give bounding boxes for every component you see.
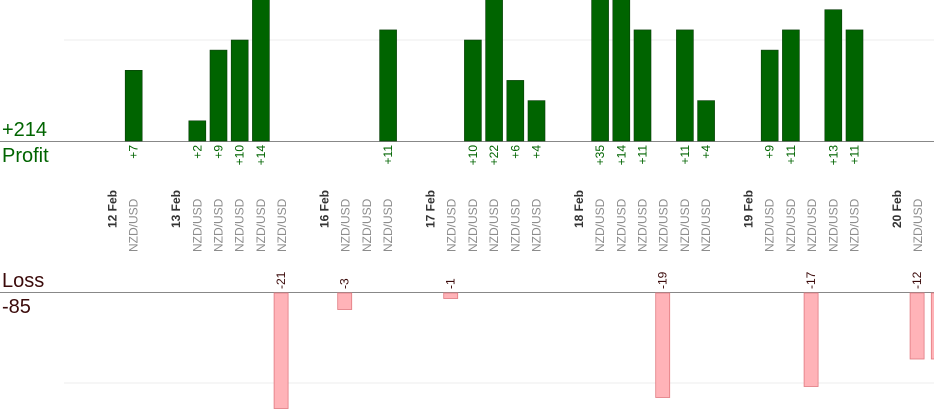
pair-label: NZD/USD bbox=[763, 198, 777, 252]
profit-value-label: +4 bbox=[699, 145, 713, 159]
profit-bar bbox=[676, 29, 694, 142]
profit-value-label: +11 bbox=[381, 145, 395, 165]
loss-total: -85 bbox=[2, 296, 31, 318]
profit-value-label: +4 bbox=[530, 145, 544, 159]
loss-bar bbox=[909, 292, 925, 360]
pair-label: NZD/USD bbox=[508, 198, 522, 252]
profit-value-label: +6 bbox=[508, 145, 522, 159]
profit-bar bbox=[209, 49, 228, 142]
profit-value-label: +9 bbox=[763, 145, 777, 159]
pair-label: NZD/USD bbox=[275, 198, 289, 252]
loss-value-label: -19 bbox=[656, 271, 670, 289]
profit-value-label: +35 bbox=[593, 145, 607, 166]
profit-value-label: +13 bbox=[826, 145, 840, 166]
loss-bar bbox=[273, 292, 289, 409]
pair-label: NZD/USD bbox=[678, 198, 692, 252]
profit-bar bbox=[230, 39, 249, 142]
loss-bar bbox=[930, 292, 934, 360]
profit-bar bbox=[252, 0, 270, 142]
profit-bar bbox=[506, 80, 525, 142]
profit-bar bbox=[633, 29, 652, 142]
profit-bar bbox=[845, 29, 864, 142]
pair-label: NZD/USD bbox=[784, 198, 798, 252]
date-label: 19 Feb bbox=[742, 190, 756, 228]
pair-label: NZD/USD bbox=[848, 198, 862, 252]
loss-value-label: -17 bbox=[804, 271, 818, 289]
pair-label: NZD/USD bbox=[826, 198, 840, 252]
profit-value-label: +14 bbox=[614, 145, 628, 166]
profit-value-label: +9 bbox=[212, 145, 226, 159]
profit-value-label: +14 bbox=[254, 145, 268, 166]
profit-bar bbox=[527, 100, 546, 142]
profit-value-label: +11 bbox=[678, 145, 692, 165]
pair-label: NZD/USD bbox=[360, 198, 374, 252]
loss-bar bbox=[443, 292, 459, 299]
date-label: 16 Feb bbox=[318, 190, 332, 228]
loss-bar bbox=[655, 292, 671, 398]
pair-label: NZD/USD bbox=[530, 198, 544, 252]
pair-label: NZD/USD bbox=[233, 198, 247, 252]
pair-label: NZD/USD bbox=[190, 198, 204, 252]
loss-value-label: -3 bbox=[338, 278, 352, 289]
pair-label: NZD/USD bbox=[127, 198, 141, 252]
profit-value-label: +22 bbox=[487, 145, 501, 166]
profit-bar bbox=[760, 49, 779, 142]
pair-label: NZD/USD bbox=[381, 198, 395, 252]
profit-bar bbox=[612, 0, 631, 142]
profit-value-label: +7 bbox=[127, 145, 141, 159]
date-label: 13 Feb bbox=[169, 190, 183, 228]
profit-bar bbox=[379, 29, 397, 142]
profit-value-label: +10 bbox=[466, 145, 480, 166]
loss-bar bbox=[337, 292, 353, 310]
pair-label: NZD/USD bbox=[614, 198, 628, 252]
loss-value-label: -12 bbox=[931, 271, 934, 289]
profit-bar bbox=[485, 0, 503, 142]
profit-bar bbox=[591, 0, 609, 142]
pair-label: NZD/USD bbox=[805, 198, 819, 252]
profit-bar bbox=[124, 70, 143, 142]
profit-value-label: +2 bbox=[190, 145, 204, 159]
pair-label: NZD/USD bbox=[212, 198, 226, 252]
loss-label: Loss bbox=[2, 270, 45, 292]
date-label: 18 Feb bbox=[572, 190, 586, 228]
date-label: 17 Feb bbox=[424, 190, 438, 228]
profit-bar bbox=[782, 29, 800, 142]
pair-label: NZD/USD bbox=[911, 198, 925, 252]
date-label: 12 Feb bbox=[106, 190, 120, 228]
pair-label: NZD/USD bbox=[932, 198, 934, 252]
date-label: 20 Feb bbox=[890, 190, 904, 228]
profit-label: Profit bbox=[2, 145, 49, 167]
profit-bar bbox=[697, 100, 715, 142]
pair-label: NZD/USD bbox=[339, 198, 353, 252]
pair-label: NZD/USD bbox=[466, 198, 480, 252]
pair-label: NZD/USD bbox=[593, 198, 607, 252]
profit-value-label: +11 bbox=[636, 145, 650, 165]
profit-total: +214 bbox=[2, 119, 48, 141]
pair-label: NZD/USD bbox=[657, 198, 671, 252]
loss-value-label: -12 bbox=[910, 271, 924, 289]
profit-value-label: +10 bbox=[233, 145, 247, 166]
profit-bar bbox=[464, 39, 482, 142]
profit-value-label: +11 bbox=[848, 145, 862, 165]
profit-bar bbox=[824, 9, 843, 142]
profit-bar bbox=[188, 120, 207, 142]
pair-label: NZD/USD bbox=[699, 198, 713, 252]
pair-label: NZD/USD bbox=[254, 198, 268, 252]
loss-bar bbox=[803, 292, 819, 387]
loss-value-label: -1 bbox=[444, 278, 458, 289]
loss-value-label: -21 bbox=[274, 271, 288, 289]
pair-label: NZD/USD bbox=[445, 198, 459, 252]
pair-label: NZD/USD bbox=[487, 198, 501, 252]
profit-value-label: +11 bbox=[784, 145, 798, 165]
pair-label: NZD/USD bbox=[636, 198, 650, 252]
